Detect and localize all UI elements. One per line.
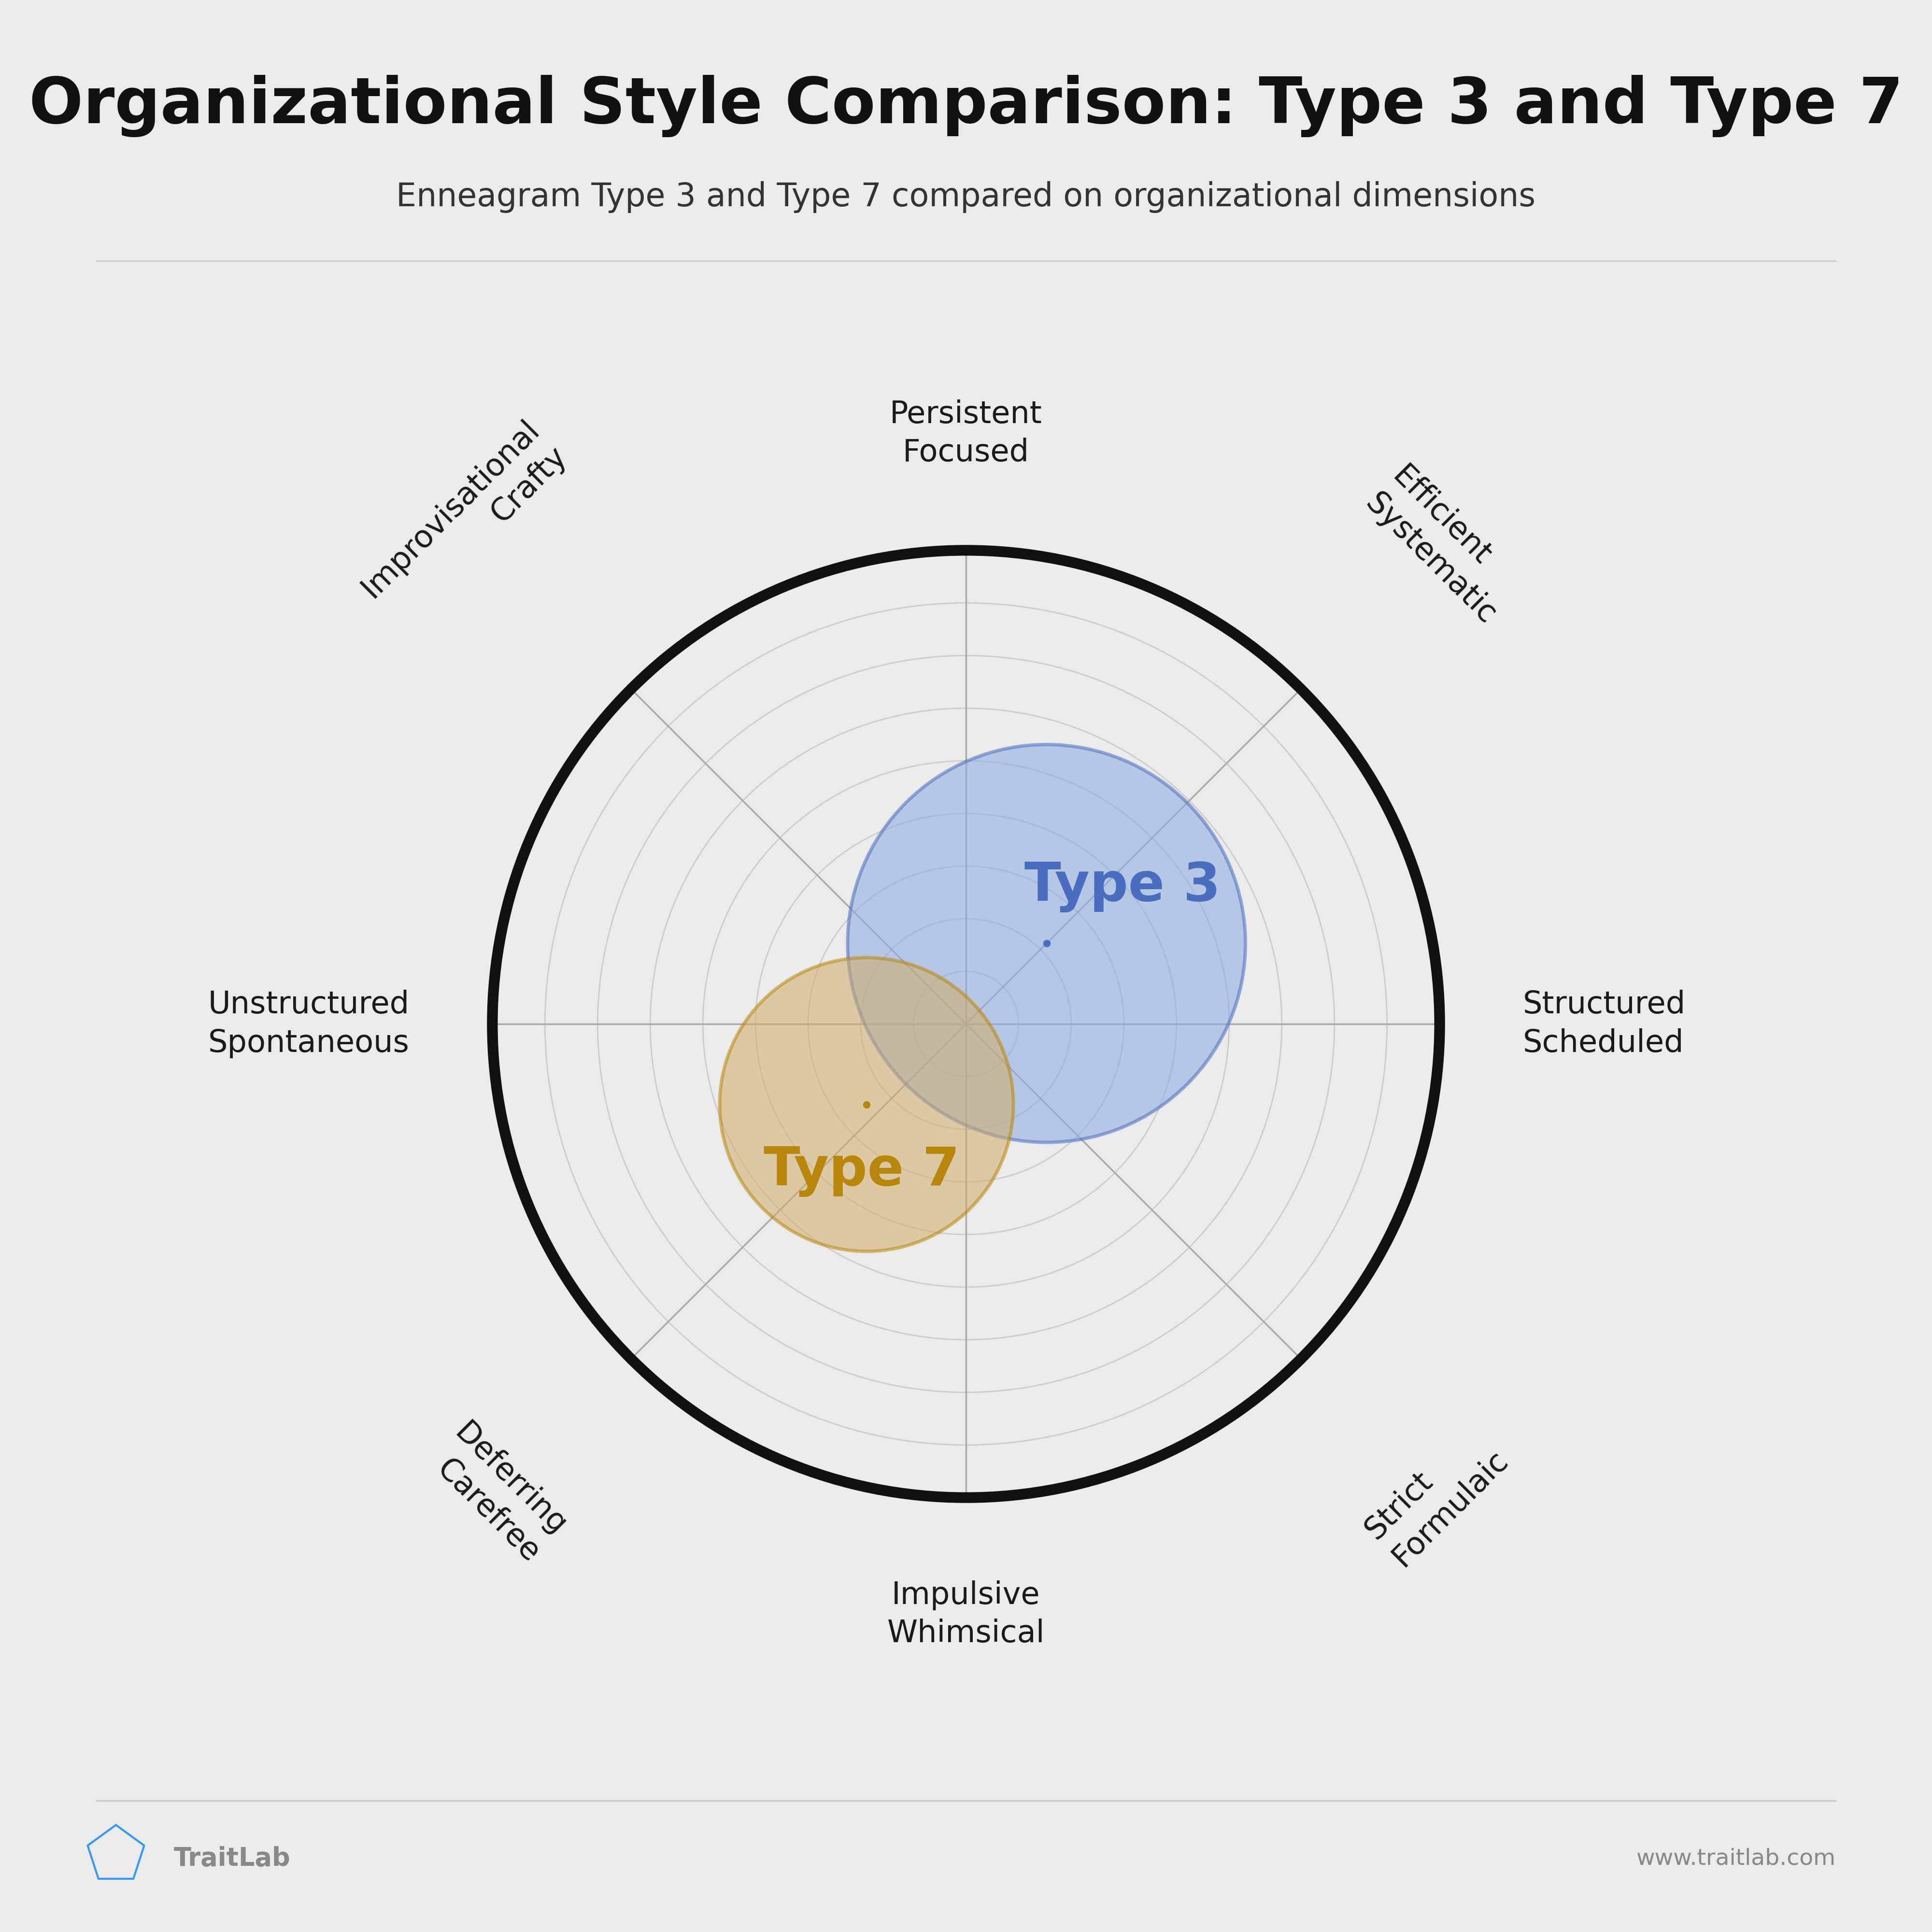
Circle shape [721, 958, 1014, 1252]
Text: Enneagram Type 3 and Type 7 compared on organizational dimensions: Enneagram Type 3 and Type 7 compared on … [396, 182, 1536, 213]
Text: Type 7: Type 7 [763, 1146, 960, 1196]
Text: Unstructured
Spontaneous: Unstructured Spontaneous [209, 989, 410, 1059]
Text: www.traitlab.com: www.traitlab.com [1636, 1847, 1835, 1870]
Text: Impulsive
Whimsical: Impulsive Whimsical [887, 1580, 1045, 1648]
Text: Efficient
Systematic: Efficient Systematic [1360, 462, 1528, 630]
Text: TraitLab: TraitLab [174, 1847, 290, 1870]
Text: Structured
Scheduled: Structured Scheduled [1522, 989, 1685, 1059]
Text: Strict
Formulaic: Strict Formulaic [1360, 1418, 1515, 1573]
Circle shape [848, 744, 1246, 1142]
Text: Persistent
Focused: Persistent Focused [891, 400, 1041, 468]
Text: Type 3: Type 3 [1024, 862, 1221, 912]
Text: Improvisational
Crafty: Improvisational Crafty [355, 413, 572, 630]
Text: Deferring
Carefree: Deferring Carefree [421, 1418, 572, 1569]
Text: Organizational Style Comparison: Type 3 and Type 7: Organizational Style Comparison: Type 3 … [29, 75, 1903, 137]
